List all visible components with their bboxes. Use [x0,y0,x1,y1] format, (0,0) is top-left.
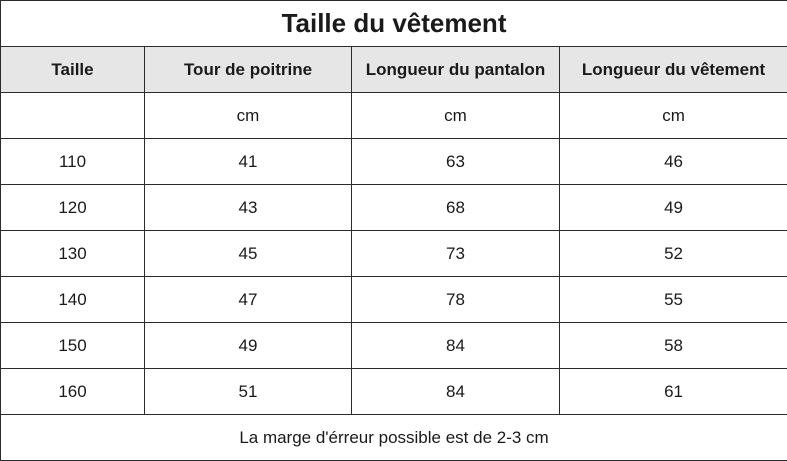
table-cell: 68 [351,184,560,231]
table-cell: 63 [351,138,560,185]
unit-row: cm cm cm [0,92,787,139]
table-cell: 41 [144,138,352,185]
table-row: 120 43 68 49 [0,184,787,231]
table-title: Taille du vêtement [0,0,787,47]
table-cell: 58 [558,322,787,369]
note-row: La marge d'érreur possible est de 2-3 cm [0,414,787,461]
table-row: 160 51 84 61 [0,368,787,415]
table-cell: 78 [351,276,560,323]
header-row: Taille Tour de poitrine Longueur du pant… [0,46,787,93]
header-cell-tour-de-poitrine: Tour de poitrine [144,46,352,93]
unit-cell [0,92,145,139]
unit-cell: cm [558,92,787,139]
table-cell: 45 [144,230,352,277]
table-cell: 73 [351,230,560,277]
table-row: 140 47 78 55 [0,276,787,323]
table-cell: 160 [0,368,145,415]
table-cell: 84 [351,322,560,369]
table-cell: 43 [144,184,352,231]
header-cell-longueur-pantalon: Longueur du pantalon [351,46,560,93]
table-cell: 46 [558,138,787,185]
table-cell: 110 [0,138,145,185]
table-row: 150 49 84 58 [0,322,787,369]
table-row: 130 45 73 52 [0,230,787,277]
table-cell: 150 [0,322,145,369]
table-cell: 55 [558,276,787,323]
table-cell: 84 [351,368,560,415]
table-cell: 49 [144,322,352,369]
table-cell: 49 [558,184,787,231]
header-cell-taille: Taille [0,46,145,93]
table-cell: 130 [0,230,145,277]
table-cell: 61 [558,368,787,415]
table-cell: 47 [144,276,352,323]
title-row: Taille du vêtement [0,0,787,47]
table-cell: 140 [0,276,145,323]
table-row: 110 41 63 46 [0,138,787,185]
unit-cell: cm [351,92,560,139]
unit-cell: cm [144,92,352,139]
table-cell: 120 [0,184,145,231]
table-cell: 52 [558,230,787,277]
header-cell-longueur-vetement: Longueur du vêtement [558,46,787,93]
table-cell: 51 [144,368,352,415]
error-margin-note: La marge d'érreur possible est de 2-3 cm [0,414,787,461]
